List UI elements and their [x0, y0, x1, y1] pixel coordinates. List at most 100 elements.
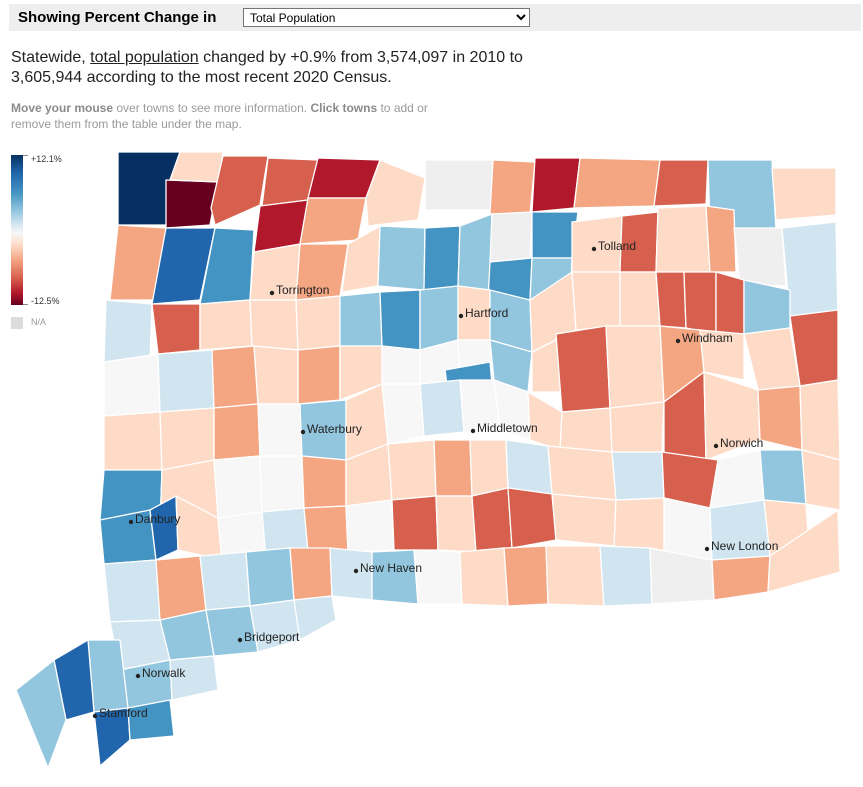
town-polygon[interactable]: [289, 547, 333, 601]
legend-na-swatch: [11, 317, 23, 329]
town-polygon[interactable]: [663, 497, 713, 561]
town-polygon[interactable]: [505, 439, 553, 495]
town-polygon[interactable]: [151, 303, 201, 355]
town-polygon[interactable]: [767, 508, 841, 593]
town-polygon[interactable]: [159, 407, 215, 471]
selector-label: Showing Percent Change in: [18, 9, 217, 26]
town-polygon[interactable]: [555, 325, 611, 413]
town-polygon[interactable]: [293, 595, 337, 642]
town-polygon[interactable]: [213, 403, 261, 461]
town-polygon[interactable]: [245, 547, 295, 607]
town-polygons[interactable]: [15, 151, 841, 770]
town-polygon[interactable]: [433, 439, 473, 497]
town-polygon[interactable]: [211, 345, 259, 409]
town-polygon[interactable]: [365, 159, 426, 227]
town-polygon[interactable]: [257, 403, 303, 457]
city-label: Hartford: [465, 306, 508, 320]
town-polygon[interactable]: [489, 211, 533, 263]
town-polygon[interactable]: [605, 325, 665, 409]
town-polygon[interactable]: [199, 299, 253, 351]
town-polygon[interactable]: [249, 299, 299, 351]
town-polygon[interactable]: [759, 449, 807, 505]
town-polygon[interactable]: [733, 227, 787, 287]
town-polygon[interactable]: [379, 289, 421, 351]
town-polygon[interactable]: [381, 345, 421, 385]
town-polygon[interactable]: [699, 329, 745, 381]
town-polygon[interactable]: [103, 411, 163, 471]
town-polygon[interactable]: [423, 225, 461, 291]
town-polygon[interactable]: [619, 271, 661, 327]
variable-link[interactable]: total population: [90, 49, 199, 66]
town-polygon[interactable]: [655, 205, 711, 273]
town-polygon[interactable]: [165, 179, 219, 229]
town-polygon[interactable]: [297, 345, 341, 405]
town-polygon[interactable]: [413, 549, 463, 605]
town-polygon[interactable]: [371, 549, 419, 605]
town-polygon[interactable]: [799, 379, 841, 461]
town-polygon[interactable]: [169, 151, 224, 183]
town-polygon[interactable]: [655, 271, 687, 329]
town-polygon[interactable]: [771, 167, 837, 221]
town-polygon[interactable]: [435, 495, 477, 553]
town-polygon[interactable]: [571, 271, 621, 331]
town-polygon[interactable]: [653, 159, 709, 207]
town-polygon[interactable]: [469, 439, 509, 497]
town-polygon[interactable]: [424, 159, 494, 211]
town-polygon[interactable]: [377, 225, 426, 291]
town-polygon[interactable]: [599, 545, 653, 607]
town-polygon[interactable]: [127, 699, 175, 741]
town-polygon[interactable]: [611, 451, 665, 501]
town-polygon[interactable]: [613, 497, 665, 553]
town-polygon[interactable]: [743, 279, 791, 335]
town-polygon[interactable]: [151, 227, 216, 305]
town-polygon[interactable]: [15, 658, 67, 770]
town-polygon[interactable]: [547, 445, 617, 501]
town-polygon[interactable]: [295, 295, 341, 351]
town-polygon[interactable]: [531, 211, 579, 259]
town-polygon[interactable]: [711, 555, 771, 601]
town-polygon[interactable]: [303, 505, 349, 553]
town-polygon[interactable]: [709, 449, 765, 509]
town-polygon[interactable]: [503, 545, 549, 607]
town-polygon[interactable]: [301, 455, 347, 509]
town-polygon[interactable]: [559, 407, 613, 453]
town-polygon[interactable]: [103, 299, 153, 363]
town-polygon[interactable]: [531, 157, 581, 213]
town-polygon[interactable]: [213, 455, 263, 519]
town-polygon[interactable]: [387, 439, 437, 501]
town-polygon[interactable]: [743, 327, 801, 391]
town-polygon[interactable]: [339, 291, 383, 347]
town-polygon[interactable]: [249, 599, 301, 653]
town-polygon[interactable]: [199, 551, 251, 611]
town-polygon[interactable]: [715, 271, 745, 335]
town-polygon[interactable]: [489, 159, 536, 215]
town-polygon[interactable]: [259, 455, 305, 513]
town-polygon[interactable]: [609, 401, 665, 453]
town-polygon[interactable]: [573, 157, 661, 209]
town-polygon[interactable]: [459, 547, 509, 607]
town-polygon[interactable]: [471, 487, 513, 553]
town-polygon[interactable]: [155, 555, 207, 621]
town-polygon[interactable]: [705, 205, 737, 273]
town-polygon[interactable]: [507, 487, 557, 549]
town-polygon[interactable]: [683, 271, 717, 335]
variable-select[interactable]: Total Population: [243, 8, 530, 27]
town-polygon[interactable]: [299, 197, 367, 245]
town-polygon[interactable]: [103, 559, 161, 623]
town-polygon[interactable]: [345, 499, 395, 553]
town-polygon[interactable]: [545, 545, 605, 607]
town-polygon[interactable]: [391, 495, 439, 551]
town-polygon[interactable]: [103, 353, 161, 417]
town-polygon[interactable]: [551, 493, 617, 547]
town-polygon[interactable]: [801, 449, 841, 511]
town-polygon[interactable]: [419, 379, 465, 437]
town-polygon[interactable]: [210, 155, 269, 226]
town-polygon[interactable]: [253, 345, 299, 405]
town-polygon[interactable]: [157, 349, 215, 413]
town-polygon[interactable]: [169, 655, 219, 701]
town-polygon[interactable]: [757, 385, 803, 451]
town-polygon[interactable]: [381, 383, 425, 445]
town-polygon[interactable]: [419, 285, 459, 351]
town-polygon[interactable]: [457, 213, 493, 291]
